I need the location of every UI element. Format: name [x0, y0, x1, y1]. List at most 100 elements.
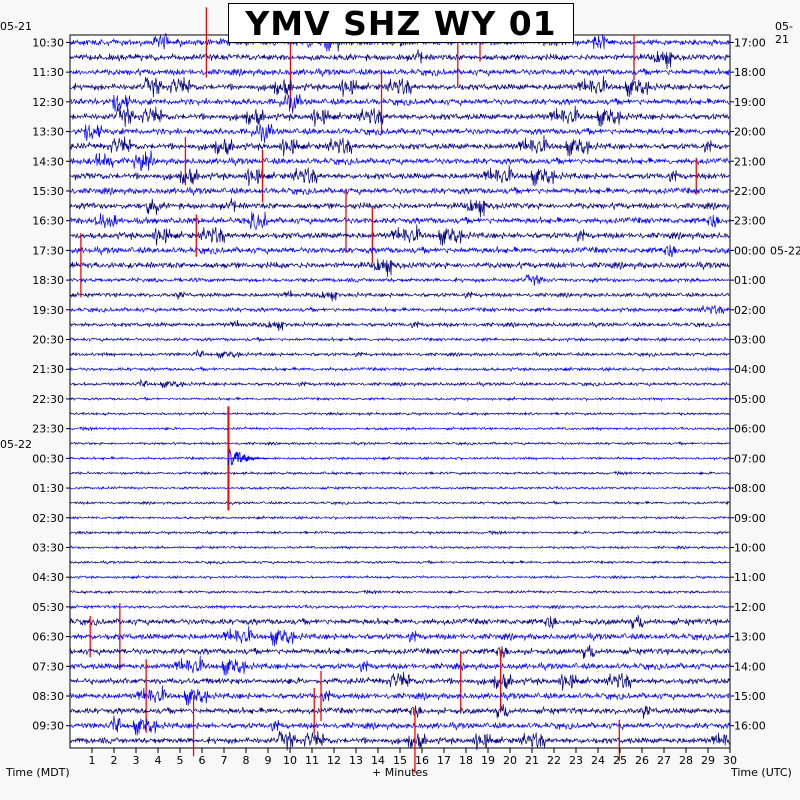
left-tick-label: 18:30	[32, 274, 64, 287]
minute-gridlines	[91, 35, 709, 748]
right-tick-label: 03:00	[734, 334, 766, 347]
left-tick-label: 22:30	[32, 393, 64, 406]
trace-row	[69, 94, 730, 114]
trace-row	[69, 67, 730, 78]
x-tick-label: 17	[437, 754, 451, 767]
right-tick-label: 11:00	[734, 571, 766, 584]
x-tick-label: 24	[591, 754, 605, 767]
trace-row	[69, 258, 730, 277]
left-date-mid: 05-22	[0, 438, 32, 451]
left-tick-label: 19:30	[32, 304, 64, 317]
trace-row	[69, 290, 730, 302]
trace-row	[69, 211, 730, 231]
trace-row	[69, 671, 730, 691]
x-tick-label: 15	[393, 754, 407, 767]
trace-row	[69, 366, 730, 373]
left-tick-label: 20:30	[32, 334, 64, 347]
x-tick-label: 5	[177, 754, 184, 767]
trace-row	[69, 425, 730, 432]
trace-row	[69, 603, 730, 610]
trace-row	[69, 704, 730, 719]
right-tick-label: 16:00	[734, 720, 766, 733]
seismic-traces	[69, 7, 730, 774]
trace-row	[69, 470, 730, 476]
trace-row	[69, 589, 730, 595]
x-axis-ticks: 1 2 3 4 5 6 7 8 9 10 11 12 13 14 15 16 17 18 19 20 21 22 23 24 2…	[89, 748, 737, 767]
x-tick-label: 23	[569, 754, 583, 767]
x-tick-label: 9	[265, 754, 272, 767]
trace-row	[69, 625, 730, 647]
trace-row	[69, 615, 730, 630]
trace-row	[69, 485, 730, 491]
trace-row	[69, 164, 730, 187]
right-tick-label: 20:00	[734, 126, 766, 139]
left-tick-label: 06:30	[32, 631, 64, 644]
left-date-top: 05-21	[0, 20, 32, 33]
x-tick-label: 2	[111, 754, 118, 767]
trace-row	[69, 685, 730, 706]
right-tick-label: 09:00	[734, 512, 766, 525]
trace-row	[69, 440, 730, 447]
left-tick-label: 01:30	[32, 482, 64, 495]
right-tick-label: 04:00	[734, 363, 766, 376]
right-tick-label: 01:00	[734, 274, 766, 287]
right-tick-label: 12:00	[734, 601, 766, 614]
right-tick-label: 14:00	[734, 660, 766, 673]
left-tick-label: 17:30	[32, 244, 64, 257]
right-tick-label: 08:00	[734, 482, 766, 495]
x-axis-label: + Minutes	[372, 766, 429, 779]
x-tick-label: 18	[459, 754, 473, 767]
right-date-mid: 05-22	[770, 244, 800, 257]
left-tick-label: 00:30	[32, 452, 64, 465]
right-date-top: 05-21	[775, 20, 793, 46]
right-axis-label: Time (UTC)	[731, 766, 792, 779]
trace-row	[69, 150, 730, 172]
left-tick-label: 07:30	[32, 660, 64, 673]
x-tick-label: 30	[723, 754, 737, 767]
trace-row	[69, 644, 730, 659]
x-tick-label: 20	[503, 754, 517, 767]
trace-row	[69, 455, 730, 462]
trace-row	[69, 336, 730, 343]
x-tick-label: 10	[283, 754, 297, 767]
x-tick-label: 16	[415, 754, 429, 767]
right-tick-label: 19:00	[734, 96, 766, 109]
left-tick-label: 02:30	[32, 512, 64, 525]
left-tick-label: 12:30	[32, 96, 64, 109]
trace-row	[69, 75, 730, 98]
left-tick-label: 23:30	[32, 423, 64, 436]
x-tick-label: 6	[199, 754, 206, 767]
x-tick-label: 11	[305, 754, 319, 767]
right-tick-label: 17:00	[734, 36, 766, 49]
trace-row	[69, 244, 730, 258]
right-tick-label: 06:00	[734, 423, 766, 436]
left-tick-label: 11:30	[32, 66, 64, 79]
trace-row	[69, 395, 730, 402]
chart-title: YMV SHZ WY 01	[228, 3, 574, 43]
left-tick-label: 15:30	[32, 185, 64, 198]
left-tick-label: 03:30	[32, 541, 64, 554]
trace-row	[69, 197, 730, 218]
left-tick-label: 13:30	[32, 126, 64, 139]
trace-row	[69, 544, 730, 551]
x-tick-label: 3	[133, 754, 140, 767]
trace-row	[69, 123, 730, 144]
x-tick-label: 22	[547, 754, 561, 767]
right-tick-label: 05:00	[734, 393, 766, 406]
right-tick-label: 02:00	[734, 304, 766, 317]
right-tick-label: 00:00	[734, 244, 766, 257]
left-tick-label: 21:30	[32, 363, 64, 376]
right-tick-label: 15:00	[734, 690, 766, 703]
x-tick-label: 7	[221, 754, 228, 767]
trace-row	[69, 655, 730, 676]
x-tick-label: 25	[613, 754, 627, 767]
trace-row	[69, 529, 730, 536]
x-tick-label: 1	[89, 754, 96, 767]
trace-row	[69, 49, 730, 69]
trace-row	[69, 500, 730, 506]
right-tick-label: 23:00	[734, 215, 766, 228]
left-time-ticks: 10:30 11:30 12:30 13:30 14:30 15:30 16:30 17:30…	[32, 36, 70, 733]
x-tick-label: 27	[657, 754, 671, 767]
left-tick-label: 09:30	[32, 720, 64, 733]
